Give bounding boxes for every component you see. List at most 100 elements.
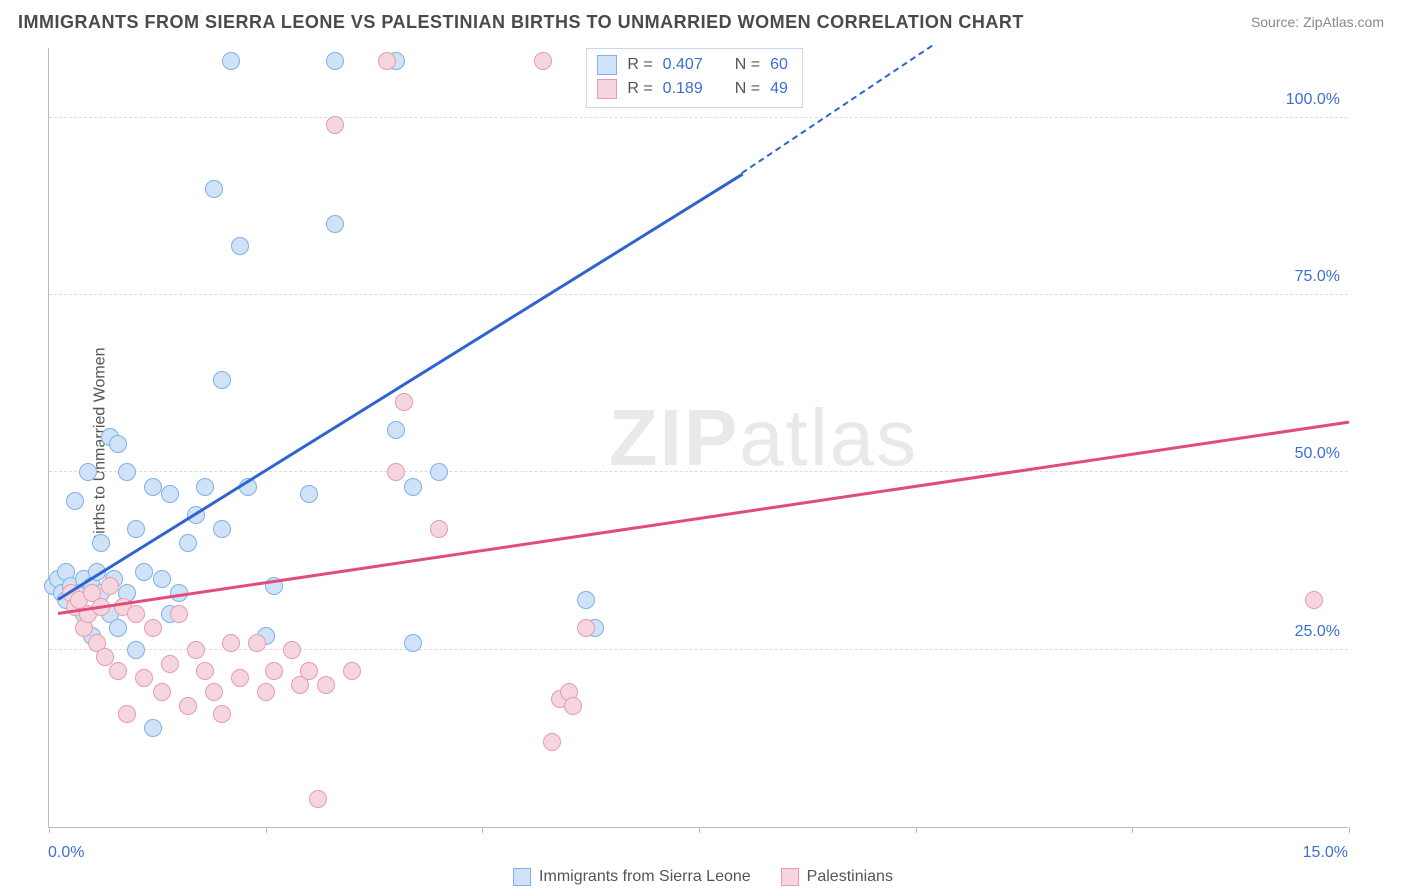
legend-row: R = 0.407 N = 60: [597, 53, 788, 77]
stats-legend: R = 0.407 N = 60 R = 0.189 N = 49: [586, 48, 803, 108]
x-axis-min-label: 0.0%: [48, 844, 84, 862]
y-tick-label: 25.0%: [1295, 623, 1340, 641]
scatter-point: [534, 52, 552, 70]
scatter-point: [404, 634, 422, 652]
scatter-point: [109, 435, 127, 453]
scatter-point: [300, 485, 318, 503]
scatter-point: [326, 116, 344, 134]
gridline: [49, 649, 1348, 650]
x-tick: [49, 827, 50, 833]
scatter-point: [343, 662, 361, 680]
scatter-point: [231, 237, 249, 255]
scatter-point: [153, 570, 171, 588]
legend-swatch: [597, 79, 617, 99]
scatter-point: [213, 520, 231, 538]
x-tick: [916, 827, 917, 833]
scatter-point: [300, 662, 318, 680]
scatter-point: [118, 463, 136, 481]
scatter-point: [265, 662, 283, 680]
scatter-point: [170, 605, 188, 623]
scatter-point: [213, 371, 231, 389]
scatter-point: [101, 577, 119, 595]
scatter-point: [577, 619, 595, 637]
scatter-plot-area: ZIPatlas 25.0%50.0%75.0%100.0%R =0.407N …: [48, 48, 1348, 828]
scatter-point: [196, 478, 214, 496]
legend-item: Immigrants from Sierra Leone: [513, 868, 751, 886]
r-value: 0.189: [663, 77, 703, 101]
scatter-point: [205, 683, 223, 701]
scatter-point: [231, 669, 249, 687]
scatter-point: [1305, 591, 1323, 609]
trend-line: [57, 172, 743, 600]
scatter-point: [283, 641, 301, 659]
source-attribution: Source: ZipAtlas.com: [1251, 14, 1384, 30]
scatter-point: [213, 705, 231, 723]
scatter-point: [543, 733, 561, 751]
source-value: ZipAtlas.com: [1303, 14, 1384, 30]
x-tick: [266, 827, 267, 833]
scatter-point: [92, 534, 110, 552]
r-label: R =: [627, 77, 652, 101]
watermark-bold: ZIP: [609, 393, 739, 482]
scatter-point: [144, 478, 162, 496]
scatter-point: [79, 463, 97, 481]
scatter-point: [387, 421, 405, 439]
n-value: 60: [770, 53, 788, 77]
n-label: N =: [735, 53, 760, 77]
scatter-point: [564, 697, 582, 715]
scatter-point: [135, 563, 153, 581]
y-tick-label: 50.0%: [1295, 445, 1340, 463]
scatter-point: [326, 215, 344, 233]
scatter-point: [404, 478, 422, 496]
y-tick-label: 100.0%: [1286, 91, 1340, 109]
scatter-point: [109, 619, 127, 637]
gridline: [49, 294, 1348, 295]
scatter-point: [127, 641, 145, 659]
legend-swatch: [781, 868, 799, 886]
legend-label: Immigrants from Sierra Leone: [539, 868, 751, 886]
scatter-point: [179, 534, 197, 552]
scatter-point: [144, 619, 162, 637]
n-value: 49: [770, 77, 788, 101]
scatter-point: [378, 52, 396, 70]
scatter-point: [161, 655, 179, 673]
x-tick: [1349, 827, 1350, 833]
scatter-point: [144, 719, 162, 737]
chart-title: IMMIGRANTS FROM SIERRA LEONE VS PALESTIN…: [18, 12, 1024, 33]
watermark-thin: atlas: [739, 393, 918, 482]
scatter-point: [222, 52, 240, 70]
gridline: [49, 117, 1348, 118]
scatter-point: [248, 634, 266, 652]
scatter-point: [395, 393, 413, 411]
scatter-point: [430, 463, 448, 481]
legend-swatch: [597, 55, 617, 75]
scatter-point: [179, 697, 197, 715]
x-tick: [699, 827, 700, 833]
legend-label: Palestinians: [807, 868, 893, 886]
scatter-point: [196, 662, 214, 680]
scatter-point: [257, 683, 275, 701]
scatter-point: [430, 520, 448, 538]
scatter-point: [222, 634, 240, 652]
legend-item: Palestinians: [781, 868, 893, 886]
scatter-point: [153, 683, 171, 701]
scatter-point: [118, 705, 136, 723]
scatter-point: [109, 662, 127, 680]
scatter-point: [309, 790, 327, 808]
legend-swatch: [513, 868, 531, 886]
scatter-point: [127, 605, 145, 623]
n-label: N =: [735, 77, 760, 101]
r-label: R =: [627, 53, 652, 77]
scatter-point: [326, 52, 344, 70]
legend-row: R = 0.189 N = 49: [597, 77, 788, 101]
scatter-point: [161, 485, 179, 503]
bottom-legend: Immigrants from Sierra Leone Palestinians: [513, 868, 893, 886]
watermark: ZIPatlas: [609, 392, 918, 484]
scatter-point: [66, 492, 84, 510]
r-value: 0.407: [663, 53, 703, 77]
gridline: [49, 471, 1348, 472]
source-label: Source:: [1251, 14, 1299, 30]
x-axis-max-label: 15.0%: [1303, 844, 1348, 862]
trend-line: [57, 420, 1349, 614]
scatter-point: [187, 641, 205, 659]
